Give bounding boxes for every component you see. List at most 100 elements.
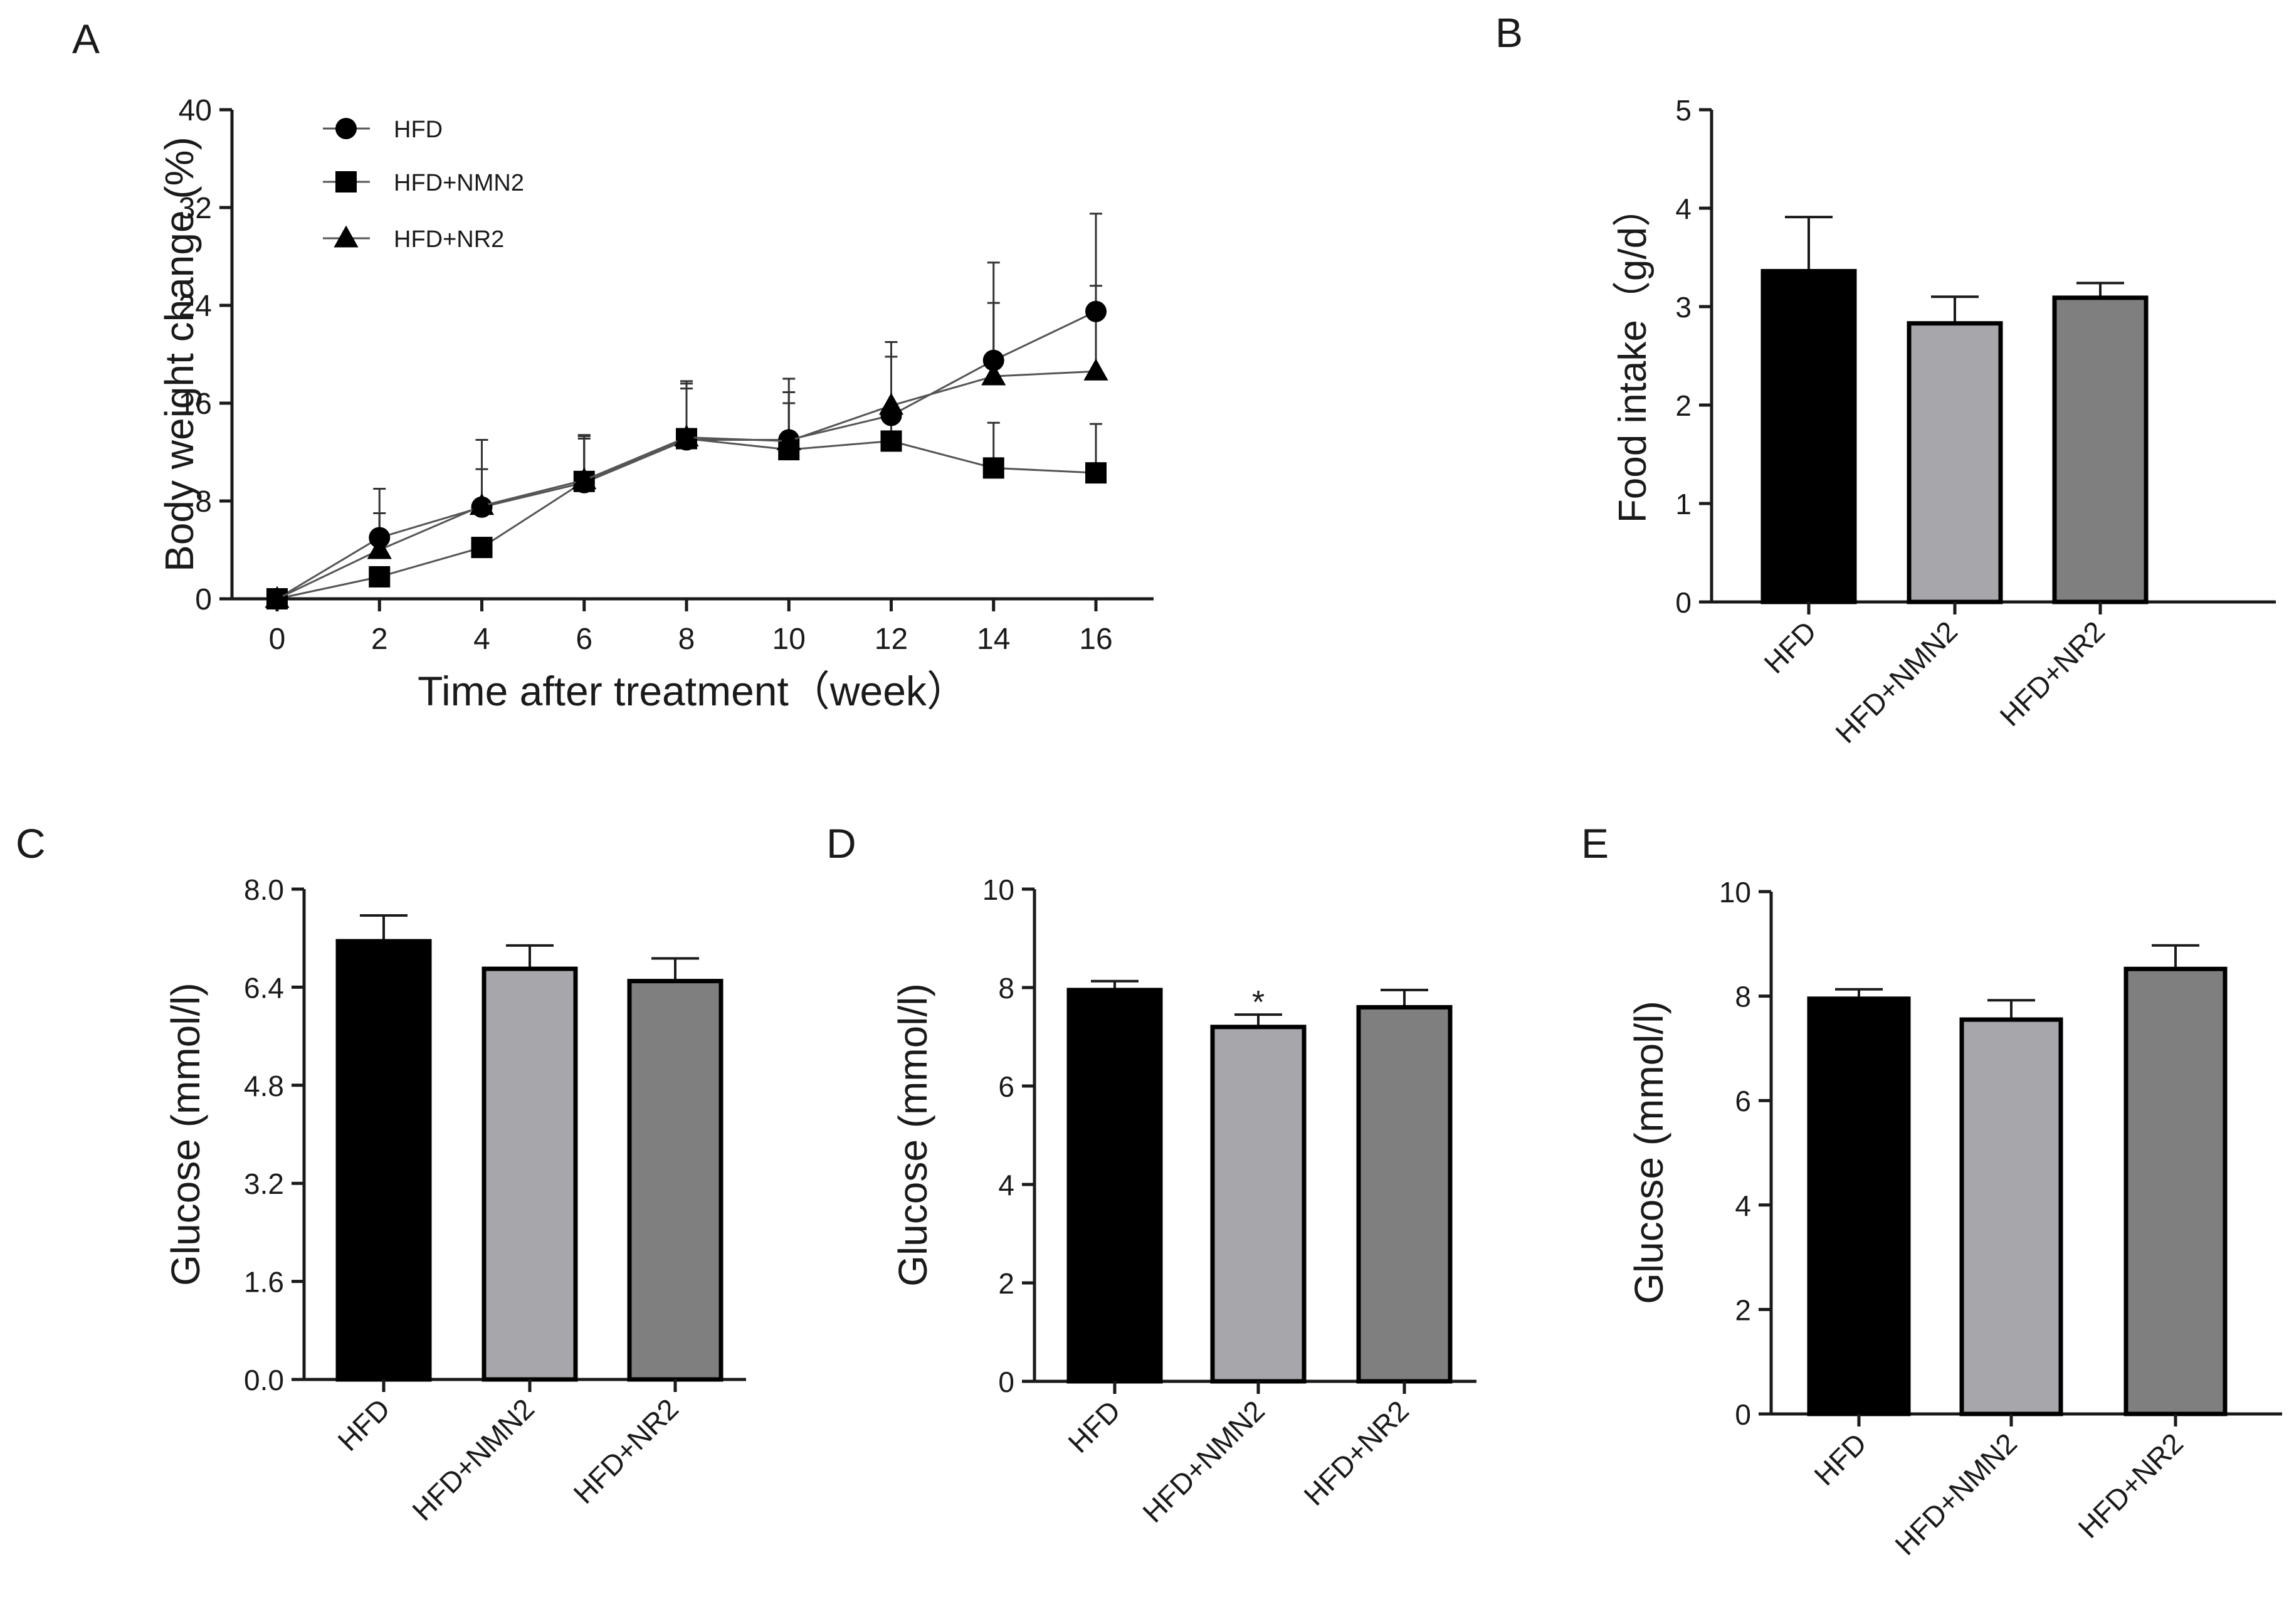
bar-hfd — [1760, 268, 1857, 604]
y-tick-label: 6.4 — [244, 971, 284, 1004]
point-hfd-nmn2 — [880, 430, 902, 452]
y-tick-label: 8 — [998, 972, 1014, 1004]
bar-hfd-nr2 — [2123, 966, 2228, 1416]
category-label-hfd-nr2: HFD+NR2 — [1297, 1394, 1415, 1512]
y-tick-label: 4 — [1675, 192, 1692, 225]
panel-letter-a: A — [72, 16, 100, 62]
category-label-hfd: HFD — [1757, 614, 1823, 680]
point-hfd-nmn2 — [1085, 462, 1107, 484]
point-hfd-nr2 — [367, 537, 392, 559]
point-hfd-nr2 — [776, 428, 801, 450]
y-axis-label: Food intake（g/d） — [1611, 188, 1655, 523]
point-hfd-nr2 — [674, 424, 699, 447]
legend-label-hfd-nmn2: HFD+NMN2 — [394, 170, 524, 196]
category-label-hfd-nmn2: HFD+NMN2 — [1888, 1426, 2023, 1561]
bar-hfd — [1807, 996, 1911, 1416]
legend-marker-hfd — [335, 118, 357, 139]
bar-hfd-nr2 — [1356, 1004, 1453, 1384]
y-axis-label: Glucose (mmol/l) — [890, 983, 935, 1287]
x-tick-label: 2 — [371, 623, 388, 656]
point-hfd — [1085, 300, 1107, 322]
y-tick-label: 24 — [179, 290, 212, 323]
x-tick-label: 16 — [1079, 623, 1112, 656]
category-label-hfd-nmn2: HFD+NMN2 — [1136, 1394, 1271, 1529]
significance-mark: * — [1252, 984, 1265, 1021]
y-tick-label: 0 — [1675, 586, 1692, 619]
y-tick-label: 2 — [1675, 389, 1692, 422]
y-tick-label: 4 — [998, 1169, 1014, 1201]
x-tick-label: 6 — [576, 623, 592, 656]
bar-hfd — [1066, 988, 1163, 1384]
x-tick-label: 14 — [977, 623, 1010, 656]
legend-label-hfd: HFD — [394, 117, 443, 143]
legend-marker-hfd-nmn2 — [335, 171, 357, 192]
category-label-hfd-nr2: HFD+NR2 — [1993, 614, 2111, 732]
x-tick-label: 4 — [473, 623, 490, 656]
bar-hfd-nr2 — [2052, 295, 2149, 604]
panel-letter-d: D — [826, 820, 856, 867]
category-label-hfd: HFD — [1061, 1394, 1127, 1459]
y-tick-label: 1 — [1675, 488, 1692, 520]
y-tick-label: 5 — [1675, 94, 1692, 127]
point-hfd-nmn2 — [471, 537, 493, 559]
category-label-hfd: HFD — [1808, 1426, 1873, 1492]
panel-letter-c: C — [16, 820, 46, 867]
point-hfd-nr2 — [572, 467, 597, 490]
point-hfd-nmn2 — [369, 566, 391, 588]
x-tick-label: 0 — [269, 623, 286, 656]
y-tick-label: 8 — [195, 485, 212, 519]
category-label-hfd: HFD — [331, 1392, 396, 1457]
bar-hfd-nr2 — [627, 979, 724, 1382]
point-hfd-nr2 — [878, 393, 904, 415]
y-tick-label: 2 — [998, 1267, 1014, 1300]
bar-hfd-nmn2 — [1907, 321, 2003, 604]
category-label-hfd-nr2: HFD+NR2 — [567, 1392, 685, 1510]
bar-chart-glucose-d: 0 2 4 6 8 10 HFD HFD+NMN2 * HFD+NR2 Glucose (mmo… — [890, 873, 1476, 1529]
y-tick-label: 6 — [998, 1070, 1014, 1103]
point-hfd-nr2 — [469, 493, 495, 515]
point-hfd — [982, 349, 1004, 371]
y-tick-label: 1.6 — [244, 1266, 284, 1299]
y-tick-label: 0 — [1735, 1398, 1751, 1431]
y-tick-label: 40 — [179, 94, 212, 127]
bar-chart-glucose-c: 0.0 1.6 3.2 4.8 6.4 8.0 HFD HFD+NMN2 HFD+NR2 Gl… — [163, 873, 746, 1527]
legend-marker-hfd-nr2 — [334, 225, 359, 248]
x-tick-label: 8 — [678, 623, 695, 656]
point-hfd-nr2 — [1083, 358, 1108, 381]
y-tick-label: 10 — [982, 873, 1014, 906]
category-label-hfd-nmn2: HFD+NMN2 — [406, 1392, 540, 1527]
panel-letter-b: B — [1495, 9, 1523, 56]
category-label-hfd-nmn2: HFD+NMN2 — [1829, 614, 1964, 749]
bar-chart-food-intake: 0 1 2 3 4 5 HFD HFD+NMN2 HFD+NR2 Food intake（g/… — [1611, 94, 2276, 749]
y-tick-label: 3.2 — [244, 1168, 284, 1200]
y-tick-label: 0.0 — [244, 1364, 284, 1396]
point-hfd-nmn2 — [982, 457, 1004, 479]
x-axis-label: Time after treatment（week） — [418, 668, 968, 714]
y-tick-label: 0 — [195, 583, 212, 616]
bar-chart-glucose-e: 0 2 4 6 8 10 HFD HFD+NMN2 HFD+NR2 Glucose (mmol… — [1626, 876, 2282, 1561]
panel-letter-e: E — [1581, 820, 1609, 867]
bar-hfd — [335, 939, 432, 1382]
bar-hfd-nmn2 — [481, 966, 578, 1382]
y-tick-label: 2 — [1735, 1294, 1751, 1326]
bar-hfd-nmn2 — [1210, 1025, 1307, 1384]
x-tick-label: 12 — [875, 623, 908, 656]
point-hfd-nr2 — [981, 363, 1006, 386]
y-axis-label: Body weight change (%) — [157, 137, 202, 572]
y-tick-label: 16 — [179, 388, 212, 421]
y-tick-label: 3 — [1675, 291, 1692, 324]
y-tick-label: 8.0 — [244, 873, 284, 906]
y-tick-label: 0 — [998, 1366, 1014, 1398]
x-tick-label: 10 — [772, 623, 806, 656]
y-axis-label: Glucose (mmol/l) — [1626, 1001, 1671, 1304]
series-line-hfd — [276, 310, 1097, 600]
series-line-hfd-nmn2 — [276, 438, 1097, 600]
point-hfd-nr2 — [265, 586, 290, 608]
category-label-hfd-nr2: HFD+NR2 — [2071, 1426, 2189, 1544]
y-axis-label: Glucose (mmol/l) — [163, 983, 208, 1286]
y-tick-label: 4 — [1735, 1189, 1751, 1222]
bar-hfd-nmn2 — [1959, 1017, 2063, 1416]
y-tick-label: 8 — [1735, 981, 1751, 1013]
y-tick-label: 32 — [179, 192, 212, 225]
